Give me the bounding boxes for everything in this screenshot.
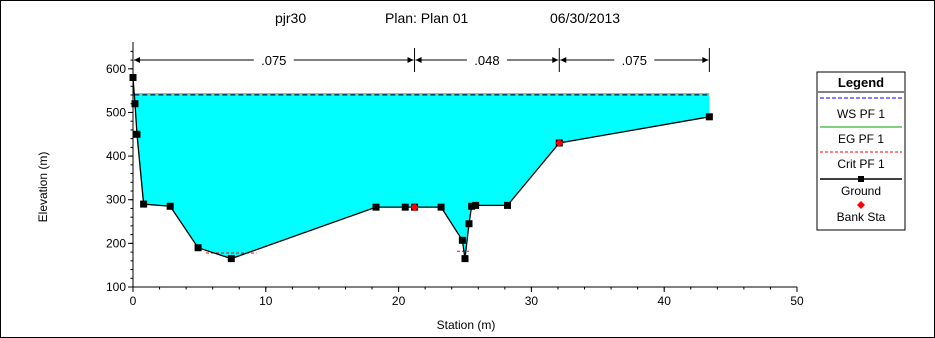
legend-ws-label: WS PF 1 [837, 107, 885, 121]
y-axis-label: Elevation (m) [36, 152, 50, 223]
x-tick-label: 10 [259, 294, 273, 308]
axes: 0 10 20 30 40 50 100 200 300 400 500 600 [106, 42, 804, 308]
ground-point [133, 130, 141, 138]
manning-n-label: .075 [261, 53, 286, 68]
manning-arrowhead [702, 57, 709, 63]
legend-ground-label: Ground [841, 184, 881, 198]
ground-point [437, 203, 445, 211]
legend-title: Legend [838, 75, 884, 90]
y-tick-label: 300 [106, 193, 126, 207]
y-tick-label: 100 [106, 280, 126, 294]
legend-eg-label: EG PF 1 [838, 132, 884, 146]
legend-crit-label: Crit PF 1 [837, 157, 885, 171]
ground-point [461, 255, 469, 263]
legend-bank-marker [857, 201, 865, 209]
ground-point [465, 220, 473, 228]
ground-point [468, 202, 476, 210]
manning-arrowhead [560, 57, 567, 63]
manning-arrowhead [407, 57, 414, 63]
ground-point [472, 201, 480, 209]
legend-bank-label: Bank Sta [837, 210, 886, 224]
manning-arrowhead [134, 57, 140, 63]
bank-station-marker [555, 139, 564, 147]
ground-point [372, 203, 380, 211]
ground-point [131, 100, 139, 108]
ground-point [401, 203, 409, 211]
ground-point [458, 236, 466, 244]
manning-n-label: .048 [474, 53, 499, 68]
chart-title: pjr30 [275, 10, 306, 26]
x-tick-label: 20 [392, 294, 406, 308]
ground-point [194, 244, 202, 252]
y-tick-label: 200 [106, 236, 126, 250]
ground-point [503, 201, 511, 209]
manning-arrowhead [415, 57, 422, 63]
y-tick-label: 400 [106, 149, 126, 163]
legend-ground-marker [858, 176, 864, 182]
ground-point [140, 200, 148, 208]
manning-n-annotations: .075 .048 .075 [132, 48, 710, 72]
water-area [134, 95, 710, 259]
x-tick-label: 40 [658, 294, 672, 308]
manning-n-label: .075 [622, 53, 647, 68]
date-label: 06/30/2013 [550, 10, 620, 26]
x-tick-label: 30 [525, 294, 539, 308]
manning-arrowhead [552, 57, 559, 63]
x-tick-label: 0 [130, 294, 137, 308]
y-tick-label: 600 [106, 62, 126, 76]
legend: Legend WS PF 1 EG PF 1 Crit PF 1 Ground … [816, 71, 906, 231]
x-axis-label: Station (m) [437, 318, 496, 332]
bank-station-marker [410, 203, 419, 212]
ground-point [166, 202, 174, 210]
y-tick-label: 500 [106, 105, 126, 119]
plot-area [129, 74, 713, 263]
x-tick-label: 50 [790, 294, 804, 308]
ground-point [705, 113, 713, 121]
ground-point [227, 255, 235, 263]
plan-label: Plan: Plan 01 [385, 10, 468, 26]
